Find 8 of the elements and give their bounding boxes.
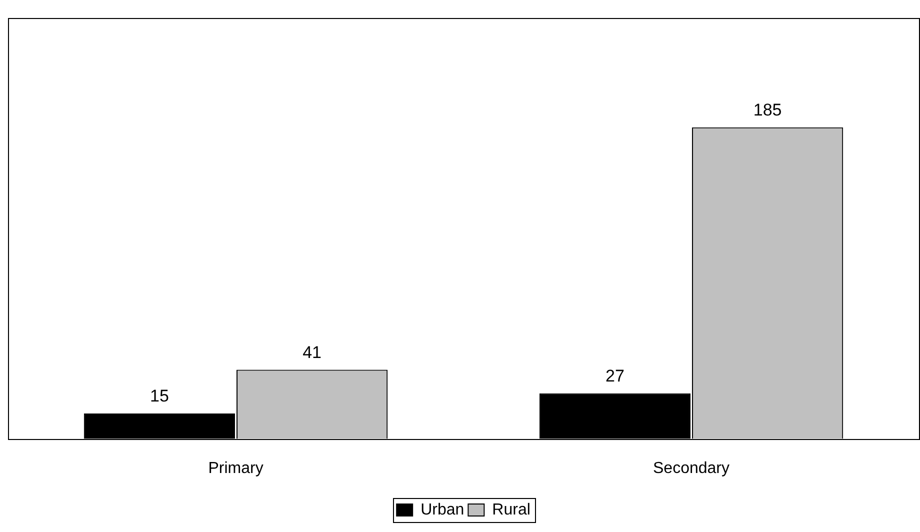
x-tick-label: Primary — [208, 460, 264, 477]
data-label: 15 — [150, 386, 169, 406]
data-label: 41 — [302, 342, 322, 362]
legend-label: Rural — [492, 501, 530, 518]
data-label: 185 — [753, 100, 782, 120]
x-tick-label: Secondary — [653, 460, 730, 477]
legend-label: Urban — [420, 501, 464, 518]
data-label: 27 — [605, 366, 624, 386]
